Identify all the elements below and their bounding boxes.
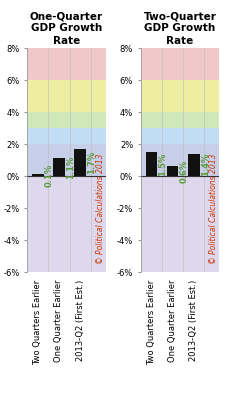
- Bar: [140, 176, 218, 272]
- Bar: [27, 176, 105, 272]
- Text: © Political Calculations 2013: © Political Calculations 2013: [209, 154, 217, 264]
- Bar: [27, 80, 105, 112]
- Bar: [166, 166, 178, 176]
- Text: 0.6%: 0.6%: [179, 160, 188, 183]
- Title: One-Quarter
GDP Growth
Rate: One-Quarter GDP Growth Rate: [30, 11, 102, 46]
- Bar: [53, 158, 64, 176]
- Text: 1.7%: 1.7%: [86, 151, 95, 174]
- Bar: [140, 80, 218, 112]
- Bar: [27, 128, 105, 144]
- Text: 1.4%: 1.4%: [200, 153, 209, 176]
- Bar: [140, 112, 218, 128]
- Text: © Political Calculations 2013: © Political Calculations 2013: [95, 154, 104, 264]
- Title: Two-Quarter
GDP Growth
Rate: Two-Quarter GDP Growth Rate: [143, 11, 216, 46]
- Bar: [187, 154, 199, 176]
- Text: 1.5%: 1.5%: [158, 152, 166, 176]
- Text: 1.1%: 1.1%: [65, 156, 74, 179]
- Bar: [32, 174, 43, 176]
- Bar: [27, 112, 105, 128]
- Bar: [74, 149, 86, 176]
- Bar: [27, 144, 105, 176]
- Bar: [27, 48, 105, 80]
- Bar: [140, 144, 218, 176]
- Bar: [145, 152, 157, 176]
- Bar: [140, 48, 218, 80]
- Text: 0.1%: 0.1%: [44, 164, 53, 187]
- Bar: [140, 128, 218, 144]
